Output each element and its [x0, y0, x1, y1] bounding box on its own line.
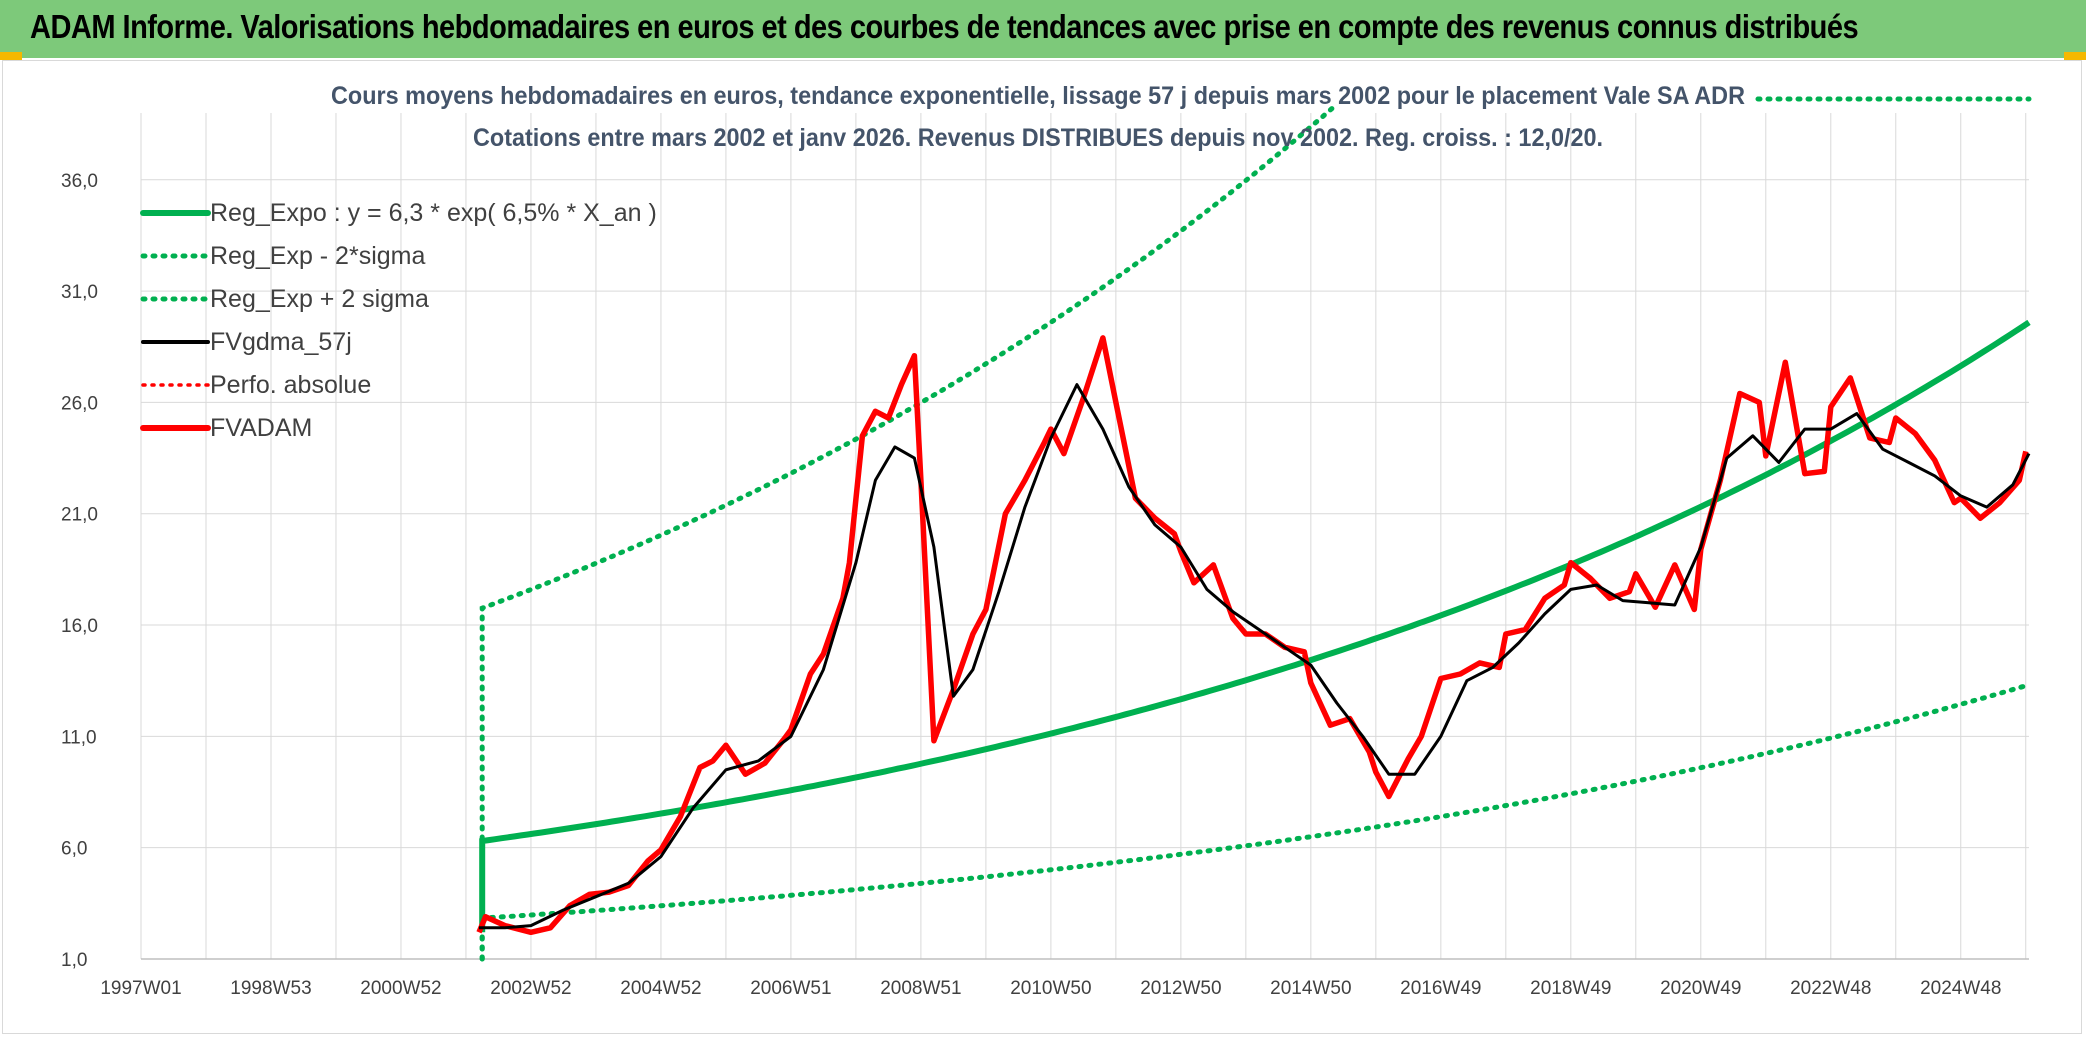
corner-marker-left [0, 52, 22, 60]
y-tick-label: 11,0 [61, 727, 97, 748]
x-tick-label: 2000W52 [360, 978, 441, 999]
x-axis: 1997W01 1998W53 2000W52 2002W52 2004W52 2006W… [100, 978, 2001, 999]
fvgdma-57j-line [479, 383, 2031, 930]
reg-exp-plus-2sigma-line [479, 104, 1337, 962]
legend-label: Reg_Expo : y = 6,3 * exp( 6,5% * X_an ) [210, 199, 657, 227]
x-tick-label: 2012W50 [1140, 978, 1221, 999]
x-tick-label: 1997W01 [100, 978, 181, 999]
legend-label: FVgdma_57j [210, 328, 352, 356]
y-axis: 1,0 6,0 11,0 16,0 21,0 26,0 31,0 36,0 [61, 171, 2029, 971]
chart: 1,06,011,016,021,026,031,036,0 1997W01 19… [61, 82, 2032, 999]
legend-label: FVADAM [210, 414, 312, 442]
page-title: ADAM Informe. Valorisations hebdomadaire… [30, 8, 1859, 45]
chart-frame: 1,0 6,0 11,0 16,0 21,0 26,0 31,0 36,0 1997W01 19… [2, 60, 2082, 1034]
x-tick-label: 1998W53 [230, 978, 311, 999]
x-tick-label: 2002W52 [490, 978, 571, 999]
y-tick-label: 26,0 [61, 393, 98, 414]
y-tick-label: 31,0 [61, 282, 98, 303]
header-banner: ADAM Informe. Valorisations hebdomadaire… [0, 0, 2086, 58]
fvadam-line [476, 335, 2029, 936]
x-tick-label: 2004W52 [620, 978, 701, 999]
chart-series [476, 96, 2032, 962]
y-tick-label: 36,0 [61, 171, 98, 192]
y-tick-label: 1,0 [61, 950, 87, 971]
x-tick-label: 2024W48 [1920, 978, 2001, 999]
chart-grid [140, 113, 2029, 960]
chart-titles: Cours moyens hebdomadaires en euros, ten… [331, 82, 1745, 152]
x-tick-label: 2016W49 [1400, 978, 1481, 999]
x-tick-label: 2018W49 [1530, 978, 1611, 999]
x-tick-label: 2006W51 [750, 978, 831, 999]
legend-label: Reg_Exp + 2 sigma [210, 285, 429, 313]
x-tick-label: 2022W48 [1790, 978, 1871, 999]
chart-legend: Reg_Expo : y = 6,3 * exp( 6,5% * X_an ) R… [140, 199, 657, 442]
corner-marker-right [2064, 52, 2086, 60]
x-tick-label: 2008W51 [880, 978, 961, 999]
x-tick-label: 2014W50 [1270, 978, 1351, 999]
legend-label: Reg_Exp - 2*sigma [210, 242, 425, 270]
y-tick-label: 16,0 [61, 616, 98, 637]
chart-title: Cours moyens hebdomadaires en euros, ten… [331, 82, 1745, 110]
reg-expo-line [479, 319, 2031, 933]
legend-label: Perfo. absolue [210, 371, 371, 399]
x-tick-label: 2010W50 [1010, 978, 1091, 999]
y-tick-label: 21,0 [61, 505, 98, 526]
y-tick-label: 6,0 [61, 839, 87, 860]
x-tick-label: 2020W49 [1660, 978, 1741, 999]
chart-subtitle: Cotations entre mars 2002 et janv 2026. … [473, 124, 1603, 152]
reg-exp-minus-2sigma-line [479, 682, 2032, 962]
